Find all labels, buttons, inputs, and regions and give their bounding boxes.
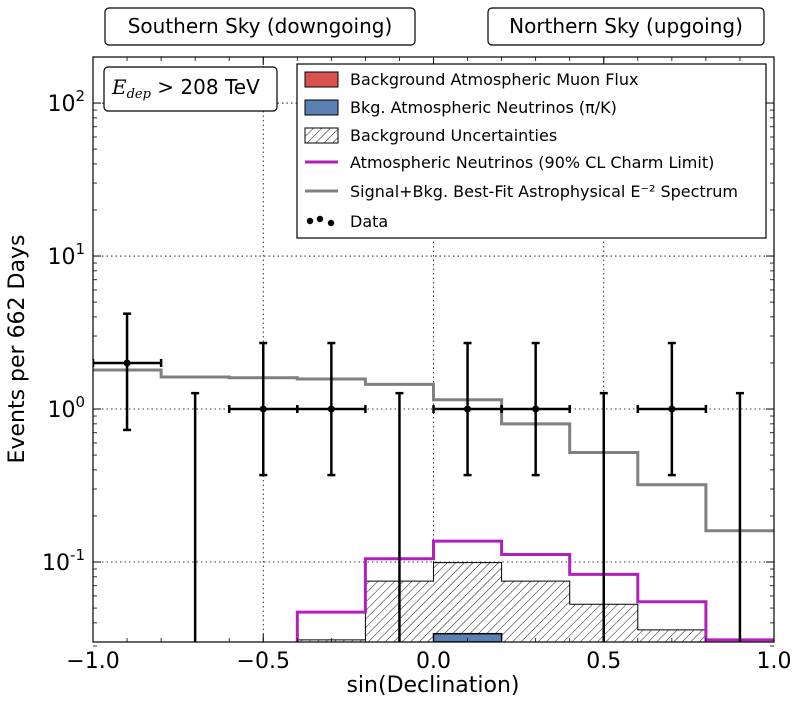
- header-north: Northern Sky (upgoing): [509, 14, 743, 38]
- legend-label-data: Data: [350, 212, 388, 231]
- y-tick-label-0: 10-1: [42, 546, 85, 576]
- legend-swatch-unc: [304, 127, 339, 144]
- data-point-5: [464, 405, 472, 413]
- legend-label-muon: Background Atmospheric Muon Flux: [350, 70, 638, 89]
- x-tick-label-1: −0.5: [237, 649, 290, 674]
- x-tick-label-2: 0.0: [416, 649, 451, 674]
- header-south-box: [104, 7, 416, 46]
- data-point-3: [327, 405, 335, 413]
- legend-label-unc: Background Uncertainties: [350, 126, 557, 145]
- uncertainty-bin-5: [433, 562, 502, 642]
- x-tick-label-0: −1.0: [66, 649, 119, 674]
- cut-label-box: [103, 66, 278, 112]
- legend-label-charm: Atmospheric Neutrinos (90% CL Charm Limi…: [350, 153, 714, 172]
- y-tick-label-1: 100: [47, 393, 85, 423]
- data-point-8: [668, 405, 676, 413]
- x-tick-label-3: 0.5: [586, 649, 621, 674]
- cut-label-value: > 208 TeV: [151, 75, 260, 99]
- header-south: Southern Sky (downgoing): [128, 14, 393, 38]
- data-point-0: [123, 359, 131, 367]
- uncertainty-bin-8: [637, 629, 706, 642]
- x-tick-label-4: 1.0: [757, 649, 792, 674]
- y-tick-label-3: 102: [47, 87, 85, 117]
- y-axis-title: Events per 662 Days: [5, 235, 30, 464]
- data-points: [93, 312, 744, 642]
- legend-label-atmnu: Bkg. Atmospheric Neutrinos (π/K): [350, 98, 617, 117]
- legend-marker-data-1: [306, 217, 314, 225]
- signal-best-fit-line: [93, 368, 774, 533]
- legend: Background Atmospheric Muon Flux Bkg. At…: [296, 63, 767, 239]
- histograms: [93, 368, 774, 642]
- uncertainty-bin-6: [501, 581, 570, 642]
- cut-label: Edep > 208 TeV: [111, 75, 260, 102]
- data-point-2: [259, 405, 267, 413]
- legend-swatch-muon: [304, 71, 339, 88]
- charm-limit-line: [295, 539, 774, 642]
- legend-box: [296, 63, 767, 239]
- legend-marker-data-3: [327, 219, 335, 227]
- legend-swatch-atmnu: [304, 99, 339, 116]
- x-axis-title: sin(Declination): [346, 673, 519, 698]
- header-north-box: [487, 7, 765, 46]
- cut-label-e: E: [111, 75, 127, 99]
- data-point-6: [532, 405, 540, 413]
- legend-label-signal: Signal+Bkg. Best-Fit Astrophysical E⁻² S…: [350, 182, 738, 201]
- y-tick-label-2: 101: [47, 240, 85, 270]
- cut-label-sub: dep: [127, 87, 152, 102]
- legend-marker-data-2: [316, 215, 324, 223]
- uncertainty-outline: [296, 562, 707, 642]
- axis-ticks: −1.0 −0.5 0.0 0.5 1.0 10-1 100 101 102: [42, 56, 792, 674]
